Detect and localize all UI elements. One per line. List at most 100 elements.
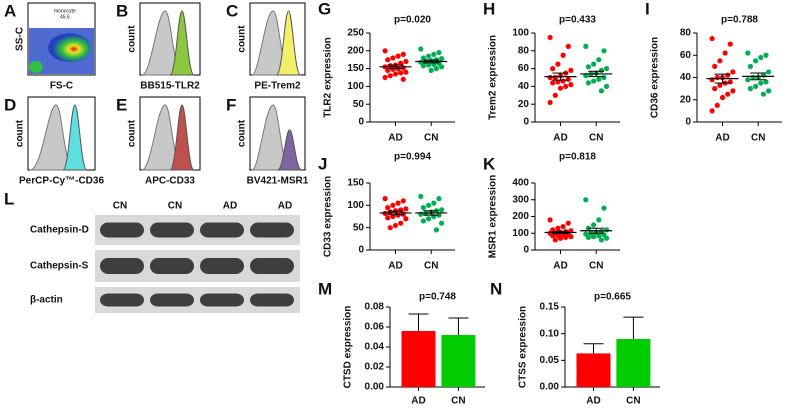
x-axis-label: APC-CD33 — [145, 176, 195, 187]
bar — [441, 335, 476, 387]
y-tick-label: 150 — [347, 178, 364, 189]
data-point — [730, 88, 736, 94]
y-axis-label: CD36 expression — [650, 37, 661, 118]
lane-label: CN — [168, 201, 182, 212]
data-point — [390, 202, 396, 208]
data-point — [431, 200, 437, 206]
blot-band — [100, 222, 144, 238]
data-point — [426, 216, 432, 222]
y-tick-label: 0.02 — [365, 362, 385, 373]
data-point — [385, 57, 391, 63]
x-axis-label: BV421-MSR1 — [247, 176, 309, 187]
y-tick-label: 50 — [353, 99, 365, 110]
x-tick-label: CN — [626, 396, 640, 407]
data-point — [555, 61, 561, 67]
data-point — [598, 67, 605, 73]
data-point — [714, 102, 720, 108]
data-point — [392, 71, 399, 77]
data-point — [753, 58, 759, 64]
blot-band — [150, 222, 194, 238]
data-point — [426, 53, 432, 59]
data-point — [418, 193, 424, 199]
x-tick-label: AD — [388, 261, 402, 272]
p-value: p=0.665 — [594, 292, 631, 303]
data-point — [400, 51, 406, 57]
data-point — [719, 94, 726, 101]
x-tick-label: CN — [451, 396, 465, 407]
data-point — [560, 52, 566, 58]
data-point — [420, 218, 426, 224]
stain-histogram — [169, 10, 195, 76]
bar — [401, 331, 436, 387]
data-point — [709, 77, 715, 83]
x-tick-label: CN — [751, 133, 765, 144]
blot-band — [250, 222, 294, 238]
x-tick-label: AD — [388, 133, 402, 144]
data-point — [598, 88, 605, 94]
data-point — [585, 64, 592, 70]
x-axis-label: PE-Trem2 — [254, 81, 301, 92]
p-value: p=0.020 — [394, 15, 431, 26]
y-tick-label: 100 — [347, 81, 364, 92]
data-point — [760, 91, 767, 97]
data-point — [395, 200, 401, 206]
data-point — [390, 55, 396, 61]
data-point — [431, 51, 437, 57]
x-tick-label: CN — [589, 261, 603, 272]
data-point — [568, 67, 574, 73]
row-label: Cathepsin-S — [30, 261, 89, 272]
y-tick-label: 40 — [680, 72, 692, 83]
y-tick-label: 0.15 — [540, 302, 560, 313]
data-point — [420, 204, 426, 211]
data-point — [585, 234, 592, 241]
data-point — [725, 72, 731, 78]
data-point — [433, 66, 439, 72]
y-tick-label: 0 — [523, 117, 529, 128]
gate-value: 45.6 — [60, 14, 70, 20]
data-point — [712, 86, 718, 92]
panel-letter: H — [483, 0, 495, 18]
blot-band — [250, 293, 294, 307]
data-point — [428, 67, 434, 73]
data-point — [730, 69, 736, 75]
data-point — [585, 80, 592, 86]
data-point — [382, 48, 388, 54]
x-tick-label: CN — [424, 261, 438, 272]
data-point — [547, 74, 553, 81]
y-tick-label: 80 — [518, 45, 530, 56]
y-tick-label: 0 — [358, 117, 364, 128]
gate-name: monocyte — [54, 8, 76, 14]
y-tick-label: 250 — [347, 28, 364, 39]
x-tick-label: AD — [553, 133, 567, 144]
data-point — [604, 83, 610, 89]
data-point — [747, 86, 754, 92]
data-point — [547, 99, 553, 106]
y-tick-label: 0.00 — [540, 382, 560, 393]
panel-letter: N — [490, 279, 502, 298]
y-axis-label: CTSD expression — [343, 306, 354, 389]
y-tick-label: 200 — [347, 45, 364, 56]
blot-band — [250, 258, 294, 274]
data-point — [753, 83, 759, 89]
data-point — [714, 74, 720, 81]
data-point — [547, 34, 553, 41]
data-point — [563, 83, 569, 89]
data-point — [717, 58, 723, 64]
y-tick-label: 200 — [512, 211, 529, 222]
stain-histogram — [277, 129, 303, 171]
data-point — [604, 227, 610, 233]
lane-label: AD — [223, 201, 237, 212]
data-point — [596, 76, 602, 82]
lane-label: CN — [113, 201, 127, 212]
y-axis-label: TLR2 expression — [323, 37, 334, 118]
data-point — [552, 74, 558, 81]
data-point — [712, 63, 718, 69]
data-point — [382, 196, 388, 202]
data-point — [555, 225, 561, 231]
x-tick-label: CN — [589, 133, 603, 144]
y-tick-label: 0.06 — [365, 322, 385, 333]
data-point — [403, 58, 409, 65]
data-point — [398, 70, 404, 76]
data-point — [387, 209, 393, 215]
y-tick-label: 20 — [518, 99, 530, 110]
